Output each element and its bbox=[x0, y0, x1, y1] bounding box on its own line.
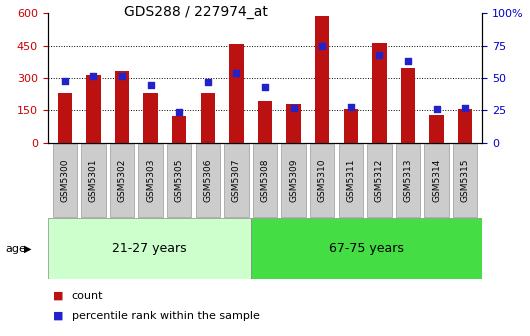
Text: 67-75 years: 67-75 years bbox=[329, 242, 404, 255]
Text: GSM5301: GSM5301 bbox=[89, 159, 98, 202]
Point bbox=[204, 79, 212, 85]
FancyBboxPatch shape bbox=[310, 144, 334, 217]
Text: GSM5300: GSM5300 bbox=[60, 159, 69, 202]
Point bbox=[347, 104, 355, 109]
Bar bbox=[172, 116, 187, 143]
Text: GSM5305: GSM5305 bbox=[175, 159, 184, 202]
Text: GSM5302: GSM5302 bbox=[118, 159, 127, 202]
FancyBboxPatch shape bbox=[453, 144, 478, 217]
FancyBboxPatch shape bbox=[167, 144, 191, 217]
Bar bbox=[429, 115, 444, 143]
Text: GSM5308: GSM5308 bbox=[261, 159, 269, 202]
FancyBboxPatch shape bbox=[339, 144, 363, 217]
Text: 21-27 years: 21-27 years bbox=[112, 242, 187, 255]
Bar bbox=[48, 218, 251, 279]
Text: GSM5312: GSM5312 bbox=[375, 159, 384, 202]
Bar bbox=[201, 93, 215, 143]
Bar bbox=[343, 110, 358, 143]
Text: GSM5310: GSM5310 bbox=[317, 159, 326, 202]
Point bbox=[118, 73, 126, 78]
Text: GSM5313: GSM5313 bbox=[403, 159, 412, 202]
Point bbox=[375, 52, 384, 57]
Bar bbox=[258, 101, 272, 143]
Text: ■: ■ bbox=[53, 291, 64, 301]
Bar bbox=[229, 44, 244, 143]
FancyBboxPatch shape bbox=[425, 144, 449, 217]
Bar bbox=[401, 69, 415, 143]
Point bbox=[60, 78, 69, 83]
FancyBboxPatch shape bbox=[52, 144, 77, 217]
Bar bbox=[251, 218, 482, 279]
Text: GSM5314: GSM5314 bbox=[432, 159, 441, 202]
Point bbox=[232, 70, 241, 76]
Text: GSM5307: GSM5307 bbox=[232, 159, 241, 202]
Bar bbox=[315, 15, 329, 143]
FancyBboxPatch shape bbox=[281, 144, 306, 217]
Bar bbox=[458, 110, 472, 143]
Point bbox=[146, 82, 155, 87]
Text: percentile rank within the sample: percentile rank within the sample bbox=[72, 311, 259, 321]
Point bbox=[432, 107, 441, 112]
Bar bbox=[115, 71, 129, 143]
Text: ▶: ▶ bbox=[24, 244, 31, 254]
FancyBboxPatch shape bbox=[81, 144, 105, 217]
Bar bbox=[58, 93, 72, 143]
Point bbox=[261, 84, 269, 90]
Point bbox=[404, 58, 412, 64]
Text: count: count bbox=[72, 291, 103, 301]
FancyBboxPatch shape bbox=[224, 144, 249, 217]
Text: ■: ■ bbox=[53, 311, 64, 321]
Bar bbox=[286, 104, 301, 143]
Text: age: age bbox=[5, 244, 26, 254]
Point bbox=[289, 105, 298, 111]
FancyBboxPatch shape bbox=[253, 144, 277, 217]
Text: GSM5315: GSM5315 bbox=[461, 159, 470, 202]
Text: GSM5309: GSM5309 bbox=[289, 159, 298, 202]
FancyBboxPatch shape bbox=[196, 144, 220, 217]
Text: GSM5306: GSM5306 bbox=[204, 159, 213, 202]
Point bbox=[89, 73, 98, 78]
Text: GSM5303: GSM5303 bbox=[146, 159, 155, 202]
Text: GDS288 / 227974_at: GDS288 / 227974_at bbox=[124, 5, 268, 19]
Point bbox=[318, 43, 326, 48]
Bar bbox=[372, 43, 386, 143]
Bar bbox=[144, 93, 158, 143]
FancyBboxPatch shape bbox=[110, 144, 134, 217]
Point bbox=[175, 109, 183, 115]
FancyBboxPatch shape bbox=[138, 144, 163, 217]
Text: GSM5311: GSM5311 bbox=[346, 159, 355, 202]
Point bbox=[461, 105, 470, 111]
FancyBboxPatch shape bbox=[396, 144, 420, 217]
FancyBboxPatch shape bbox=[367, 144, 392, 217]
Bar bbox=[86, 75, 101, 143]
